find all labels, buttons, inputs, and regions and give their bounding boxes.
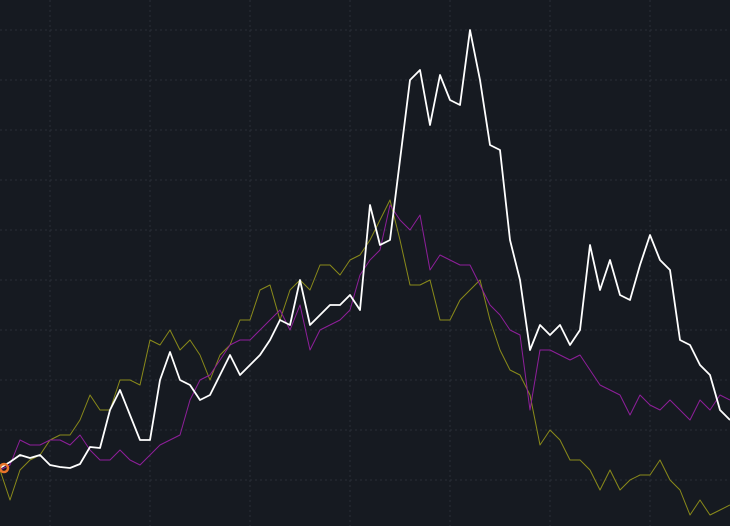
line-series	[0, 29, 730, 469]
line-series	[0, 204, 730, 471]
line-series	[0, 199, 730, 516]
highlight-marker	[0, 462, 10, 474]
